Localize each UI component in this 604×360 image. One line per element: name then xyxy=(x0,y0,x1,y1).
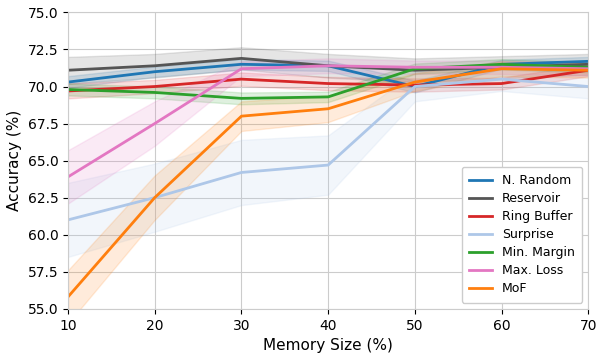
MoF xyxy=(238,114,245,118)
Max. Loss xyxy=(585,67,592,71)
N. Random xyxy=(238,62,245,67)
Surprise xyxy=(65,218,72,222)
Line: Reservoir: Reservoir xyxy=(68,58,588,70)
Min. Margin xyxy=(151,90,158,95)
Ring Buffer xyxy=(498,81,505,86)
N. Random xyxy=(151,69,158,74)
MoF xyxy=(585,68,592,72)
Line: Surprise: Surprise xyxy=(68,79,588,220)
Min. Margin xyxy=(65,87,72,92)
Min. Margin xyxy=(324,95,332,99)
MoF xyxy=(151,195,158,200)
X-axis label: Memory Size (%): Memory Size (%) xyxy=(263,338,393,353)
Min. Margin xyxy=(585,65,592,69)
Line: Min. Margin: Min. Margin xyxy=(68,64,588,98)
MoF xyxy=(324,107,332,111)
Ring Buffer xyxy=(238,77,245,81)
N. Random xyxy=(585,59,592,63)
Line: N. Random: N. Random xyxy=(68,61,588,86)
Ring Buffer xyxy=(151,84,158,89)
Max. Loss xyxy=(151,121,158,126)
Line: MoF: MoF xyxy=(68,69,588,297)
Reservoir xyxy=(585,62,592,67)
N. Random xyxy=(324,64,332,68)
Ring Buffer xyxy=(324,81,332,86)
Max. Loss xyxy=(498,65,505,69)
Line: Ring Buffer: Ring Buffer xyxy=(68,70,588,91)
Reservoir xyxy=(65,68,72,72)
Reservoir xyxy=(324,64,332,68)
Max. Loss xyxy=(411,65,419,69)
Ring Buffer xyxy=(585,68,592,72)
MoF xyxy=(65,295,72,299)
Max. Loss xyxy=(238,67,245,71)
N. Random xyxy=(411,84,419,89)
Reservoir xyxy=(498,65,505,69)
MoF xyxy=(498,67,505,71)
Ring Buffer xyxy=(65,89,72,93)
Y-axis label: Accuracy (%): Accuracy (%) xyxy=(7,110,22,211)
Ring Buffer xyxy=(411,83,419,87)
Line: Max. Loss: Max. Loss xyxy=(68,66,588,177)
Surprise xyxy=(151,195,158,200)
Max. Loss xyxy=(65,175,72,179)
Min. Margin xyxy=(498,62,505,67)
MoF xyxy=(411,80,419,84)
Surprise xyxy=(585,84,592,89)
Surprise xyxy=(238,170,245,175)
Max. Loss xyxy=(324,64,332,68)
Reservoir xyxy=(238,56,245,60)
Min. Margin xyxy=(411,67,419,71)
N. Random xyxy=(65,80,72,84)
Min. Margin xyxy=(238,96,245,100)
Legend: N. Random, Reservoir, Ring Buffer, Surprise, Min. Margin, Max. Loss, MoF: N. Random, Reservoir, Ring Buffer, Surpr… xyxy=(461,167,582,302)
Reservoir xyxy=(411,68,419,72)
Surprise xyxy=(411,84,419,89)
Surprise xyxy=(498,77,505,81)
N. Random xyxy=(498,62,505,67)
Surprise xyxy=(324,163,332,167)
Reservoir xyxy=(151,64,158,68)
